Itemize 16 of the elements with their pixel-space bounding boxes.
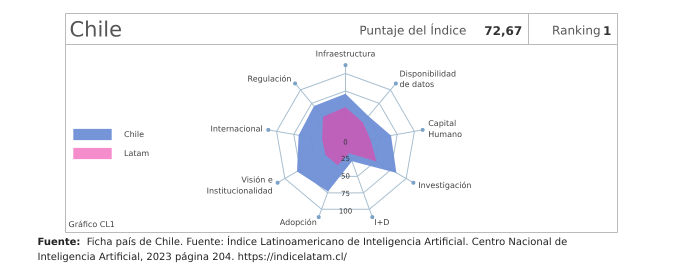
spoke-label: Internacional (210, 124, 263, 134)
spoke-label: Investigación (418, 181, 472, 190)
text: Puntaje del Índice 72,67 (359, 24, 522, 38)
text: Gráfico CL1 (68, 220, 115, 229)
spoke-label: Regulación (248, 74, 292, 84)
chart-title: Chile (70, 18, 122, 42)
legend-label: Latam (124, 148, 150, 158)
spoke-label: Adopción (280, 218, 317, 227)
spoke-label: Visión e Institucionalidad (206, 176, 273, 196)
text: Ranking 1 (552, 24, 612, 38)
spoke-label: Disponibilidad de datos (399, 69, 456, 90)
spoke-label: Infraestructura (316, 49, 376, 58)
source-note: Fuente: Ficha país de Chile. Fuente: Índice Latinoamericano de Inteligencia Artificial. Centro Nacional de Inteligencia Artificial, 2023 página 204. https://indicelatam.cl/ (38, 235, 568, 263)
spoke-label: I+D (374, 218, 390, 227)
legend-label: Chile (124, 130, 144, 138)
spoke-label: Capital Humano (428, 119, 462, 139)
